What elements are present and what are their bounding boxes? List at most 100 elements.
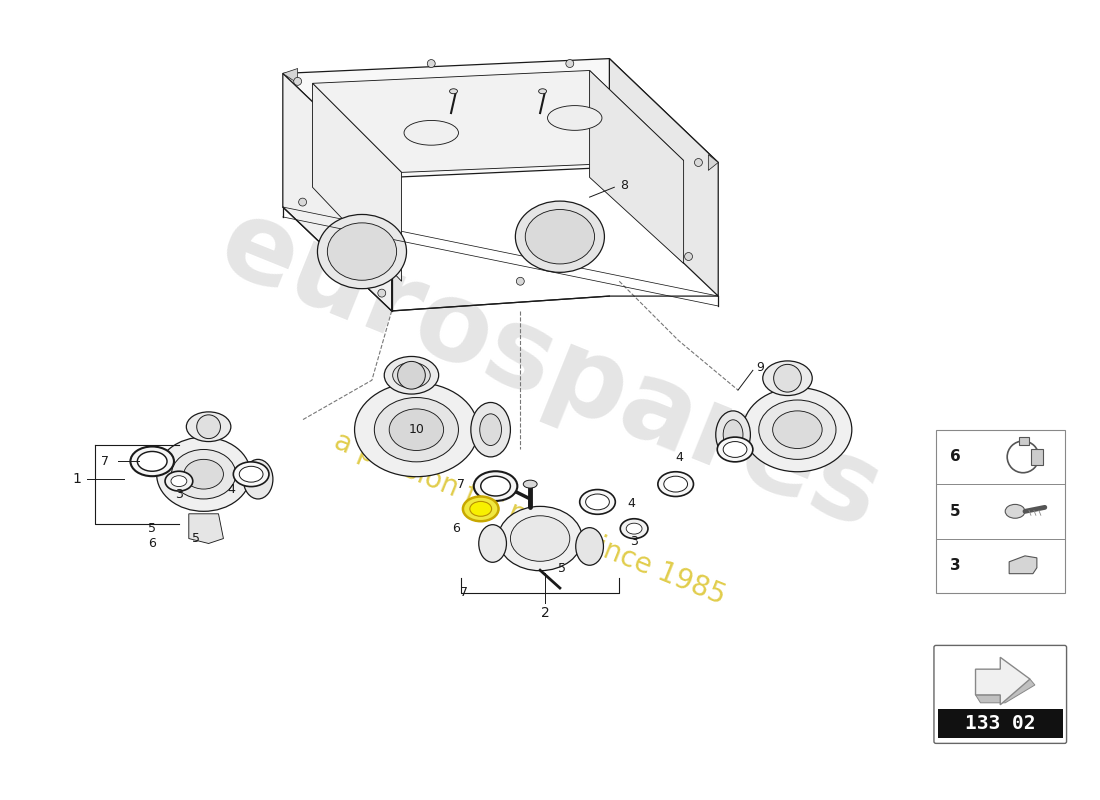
Polygon shape (283, 69, 298, 83)
Ellipse shape (742, 388, 851, 472)
Bar (1019, 437, 1028, 445)
Ellipse shape (498, 506, 582, 570)
Ellipse shape (328, 223, 397, 280)
Ellipse shape (548, 106, 602, 130)
Ellipse shape (186, 412, 231, 442)
Ellipse shape (516, 201, 604, 272)
Ellipse shape (471, 402, 510, 457)
Ellipse shape (463, 497, 498, 522)
Ellipse shape (170, 476, 187, 486)
Circle shape (565, 59, 574, 67)
Polygon shape (312, 70, 683, 172)
Text: 8: 8 (620, 178, 628, 192)
Ellipse shape (539, 89, 547, 94)
Circle shape (427, 59, 436, 67)
Ellipse shape (1005, 505, 1025, 518)
Ellipse shape (156, 437, 251, 511)
Ellipse shape (138, 451, 167, 471)
Circle shape (684, 253, 693, 261)
Polygon shape (283, 74, 392, 311)
Ellipse shape (723, 442, 747, 458)
Polygon shape (609, 58, 718, 296)
Text: 133 02: 133 02 (965, 714, 1035, 733)
Circle shape (773, 364, 802, 392)
Ellipse shape (663, 476, 688, 492)
Ellipse shape (240, 466, 263, 482)
Ellipse shape (478, 525, 506, 562)
FancyBboxPatch shape (934, 646, 1067, 743)
Ellipse shape (620, 518, 648, 538)
Text: 5: 5 (949, 504, 960, 519)
Ellipse shape (481, 476, 510, 496)
Ellipse shape (480, 414, 502, 446)
Text: a passion for parts since 1985: a passion for parts since 1985 (330, 427, 730, 610)
Text: eurospares: eurospares (205, 189, 895, 551)
Ellipse shape (474, 471, 517, 501)
Polygon shape (976, 658, 1030, 705)
Text: 5: 5 (558, 562, 565, 574)
Circle shape (197, 415, 220, 438)
Text: 3: 3 (630, 535, 638, 548)
Ellipse shape (165, 471, 192, 491)
Ellipse shape (384, 357, 439, 394)
Ellipse shape (626, 523, 642, 534)
Text: 6: 6 (148, 537, 156, 550)
Circle shape (298, 198, 307, 206)
Ellipse shape (470, 502, 492, 516)
Ellipse shape (723, 420, 743, 450)
Text: 4: 4 (675, 451, 683, 464)
Bar (1031, 449, 1043, 465)
Ellipse shape (658, 472, 693, 497)
Ellipse shape (233, 462, 270, 486)
Ellipse shape (450, 89, 458, 94)
Text: 7: 7 (460, 586, 467, 599)
Text: 2: 2 (541, 606, 549, 620)
Ellipse shape (131, 446, 174, 476)
Ellipse shape (374, 398, 459, 462)
Ellipse shape (717, 437, 752, 462)
Ellipse shape (510, 516, 570, 562)
Ellipse shape (184, 459, 223, 489)
Ellipse shape (526, 210, 594, 264)
Circle shape (397, 362, 426, 389)
Text: 7: 7 (101, 455, 109, 468)
Circle shape (694, 158, 703, 166)
Ellipse shape (759, 400, 836, 459)
Polygon shape (976, 679, 1035, 703)
Ellipse shape (172, 450, 235, 499)
Ellipse shape (580, 490, 615, 514)
Text: 6: 6 (949, 450, 960, 465)
Polygon shape (590, 70, 683, 263)
Text: 3: 3 (175, 487, 183, 501)
Text: 6: 6 (452, 522, 460, 535)
Ellipse shape (762, 361, 812, 395)
Ellipse shape (243, 459, 273, 499)
Ellipse shape (524, 480, 537, 488)
Text: 7: 7 (456, 478, 465, 490)
Ellipse shape (585, 494, 609, 510)
Ellipse shape (318, 214, 407, 289)
Ellipse shape (389, 409, 443, 450)
FancyBboxPatch shape (938, 709, 1063, 738)
Text: 5: 5 (191, 532, 200, 545)
Text: 10: 10 (408, 423, 425, 436)
Text: 4: 4 (627, 498, 635, 510)
Polygon shape (312, 83, 402, 282)
Text: 4: 4 (228, 482, 235, 495)
Text: 1: 1 (73, 472, 81, 486)
Polygon shape (283, 58, 718, 178)
Ellipse shape (354, 382, 478, 477)
Circle shape (516, 278, 525, 286)
Text: 3: 3 (949, 558, 960, 574)
Polygon shape (1009, 556, 1037, 574)
Ellipse shape (575, 528, 604, 566)
Ellipse shape (393, 362, 430, 388)
Text: 5: 5 (148, 522, 156, 535)
Ellipse shape (772, 411, 822, 449)
Polygon shape (189, 514, 223, 543)
Polygon shape (708, 154, 718, 170)
Text: 9: 9 (756, 361, 763, 374)
Ellipse shape (404, 121, 459, 145)
Circle shape (377, 289, 386, 297)
Ellipse shape (716, 411, 750, 458)
